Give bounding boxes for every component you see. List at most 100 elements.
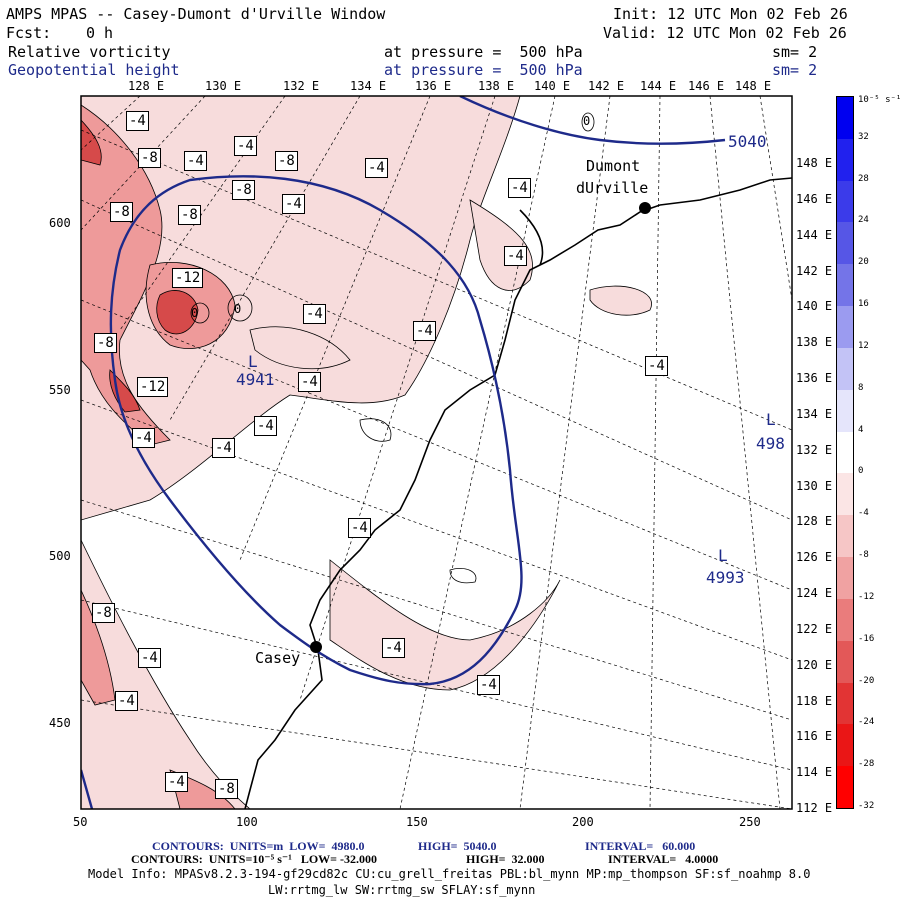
vorticity-label: -4 bbox=[282, 194, 305, 214]
top-lon-label: 144 E bbox=[640, 79, 677, 93]
colorbar-label: -8 bbox=[858, 550, 869, 561]
station-dumont-label-line2: dUrville bbox=[576, 179, 649, 197]
colorbar-swatch bbox=[837, 724, 853, 767]
station-casey-label: Casey bbox=[255, 649, 301, 667]
right-lon-label: 142 E bbox=[796, 263, 833, 278]
colorbar-label: 0 bbox=[858, 466, 864, 477]
colorbar-label: -24 bbox=[858, 717, 875, 728]
right-lon-label: 140 E bbox=[796, 299, 833, 314]
colorbar-label: -20 bbox=[858, 675, 875, 686]
right-lon-label: 124 E bbox=[796, 586, 833, 600]
vorticity-label: -8 bbox=[275, 151, 298, 171]
y-tick-label: 600 bbox=[49, 216, 71, 230]
vorticity-label: -4 bbox=[115, 691, 138, 711]
height-label-4941: 4941 bbox=[236, 370, 275, 389]
colorbar bbox=[836, 96, 854, 809]
forecast-label: Fcst: bbox=[6, 24, 52, 42]
vorticity-label: -4 bbox=[132, 428, 155, 448]
vorticity-label: -8 bbox=[232, 180, 255, 200]
right-lon-label: 112 E bbox=[796, 801, 833, 815]
right-lon-label: 130 E bbox=[796, 478, 833, 493]
top-lon-label: 128 E bbox=[128, 79, 165, 93]
top-lon-label: 134 E bbox=[350, 79, 387, 93]
low-marker-1: L bbox=[248, 352, 258, 371]
vorticity-label: -4 bbox=[298, 372, 321, 392]
vorticity-label: -8 bbox=[178, 205, 201, 225]
top-lon-label: 146 E bbox=[688, 79, 725, 93]
field2-level: at pressure = 500 hPa bbox=[384, 61, 583, 79]
top-lon-label: 130 E bbox=[205, 79, 242, 93]
vorticity-zero-label: 0 bbox=[583, 114, 591, 128]
colorbar-label: 32 bbox=[858, 131, 869, 142]
footer-contours1-high: HIGH= 5040.0 bbox=[418, 839, 497, 853]
colorbar-label: 24 bbox=[858, 215, 869, 226]
colorbar-swatch bbox=[837, 306, 853, 348]
vorticity-label: -8 bbox=[92, 603, 115, 623]
vorticity-label: -4 bbox=[365, 158, 388, 178]
right-lon-label: 118 E bbox=[796, 693, 833, 708]
vorticity-zero-label: 0 bbox=[234, 302, 242, 316]
right-lon-label: 122 E bbox=[796, 621, 833, 636]
plot-title: AMPS MPAS -- Casey-Dumont d'Urville Wind… bbox=[6, 5, 386, 23]
right-lon-label: 128 E bbox=[796, 514, 833, 529]
colorbar-label: -12 bbox=[858, 591, 875, 602]
height-label-498: 498 bbox=[756, 434, 785, 453]
coastline bbox=[244, 177, 792, 809]
low-marker-2: L bbox=[718, 546, 728, 565]
colorbar-swatch bbox=[837, 515, 853, 558]
station-dumont-label-line1: Dumont bbox=[586, 157, 641, 175]
height-label-4993: 4993 bbox=[706, 568, 745, 587]
colorbar-label: -32 bbox=[858, 801, 875, 811]
vorticity-label: -4 bbox=[165, 772, 188, 792]
colorbar-swatch bbox=[837, 97, 853, 139]
map-content bbox=[81, 96, 792, 809]
colorbar-swatch bbox=[837, 180, 853, 223]
y-tick-label: 450 bbox=[49, 716, 71, 730]
low-marker-3: L bbox=[766, 410, 776, 429]
vorticity-label: -4 bbox=[645, 356, 668, 376]
right-lon-label: 148 E bbox=[796, 156, 833, 170]
top-lon-label: 148 E bbox=[735, 79, 772, 93]
y-tick-label: 550 bbox=[49, 383, 71, 397]
forecast-hour: 0 h bbox=[86, 24, 114, 42]
x-tick-label: 250 bbox=[739, 815, 761, 829]
vorticity-label: -8 bbox=[138, 148, 161, 168]
field1-smoothing: sm= 2 bbox=[772, 43, 818, 61]
vorticity-label: -8 bbox=[94, 333, 117, 353]
vorticity-label: -12 bbox=[172, 268, 204, 288]
right-lon-label: 146 E bbox=[796, 191, 833, 206]
top-lon-label: 132 E bbox=[283, 79, 320, 93]
vorticity-zero-label: 0 bbox=[191, 306, 199, 320]
x-tick-label: 150 bbox=[406, 815, 428, 829]
colorbar-label: 8 bbox=[858, 382, 864, 393]
height-label-5040: 5040 bbox=[728, 132, 767, 151]
init-time: Init: 12 UTC Mon 02 Feb 26 bbox=[613, 5, 848, 23]
x-tick-label: 100 bbox=[236, 815, 258, 829]
colorbar-swatch bbox=[837, 138, 853, 181]
vorticity-label: -4 bbox=[184, 151, 207, 171]
footer-contours1-label: CONTOURS: UNITS=m LOW= 4980.0 bbox=[152, 839, 365, 853]
field1-name: Relative vorticity bbox=[8, 43, 171, 61]
vorticity-label: -4 bbox=[477, 675, 500, 695]
vorticity-label: -4 bbox=[382, 638, 405, 658]
footer-model-info: Model Info: MPASv8.2.3-194-gf29cd82c CU:… bbox=[88, 867, 811, 881]
colorbar-label: -4 bbox=[858, 508, 869, 519]
colorbar-swatch bbox=[837, 222, 853, 265]
y-tick-label: 500 bbox=[49, 549, 71, 563]
vorticity-label: -4 bbox=[234, 136, 257, 156]
colorbar-label: 4 bbox=[858, 424, 864, 435]
x-tick-label: 200 bbox=[572, 815, 594, 829]
right-lon-label: 138 E bbox=[796, 335, 833, 350]
vorticity-contours bbox=[190, 112, 595, 584]
top-lon-label: 142 E bbox=[588, 79, 625, 93]
colorbar-swatch bbox=[837, 389, 853, 432]
colorbar-label: 20 bbox=[858, 257, 869, 268]
right-lon-label: 144 E bbox=[796, 227, 833, 242]
colorbar-unit: 10⁻⁵ s⁻¹ bbox=[858, 95, 900, 105]
footer-contours2-interval: INTERVAL= 4.0000 bbox=[608, 852, 719, 866]
colorbar-swatch bbox=[837, 473, 853, 516]
vorticity-label: -4 bbox=[254, 416, 277, 436]
right-lon-label: 132 E bbox=[796, 442, 833, 457]
height-contours bbox=[81, 96, 726, 809]
